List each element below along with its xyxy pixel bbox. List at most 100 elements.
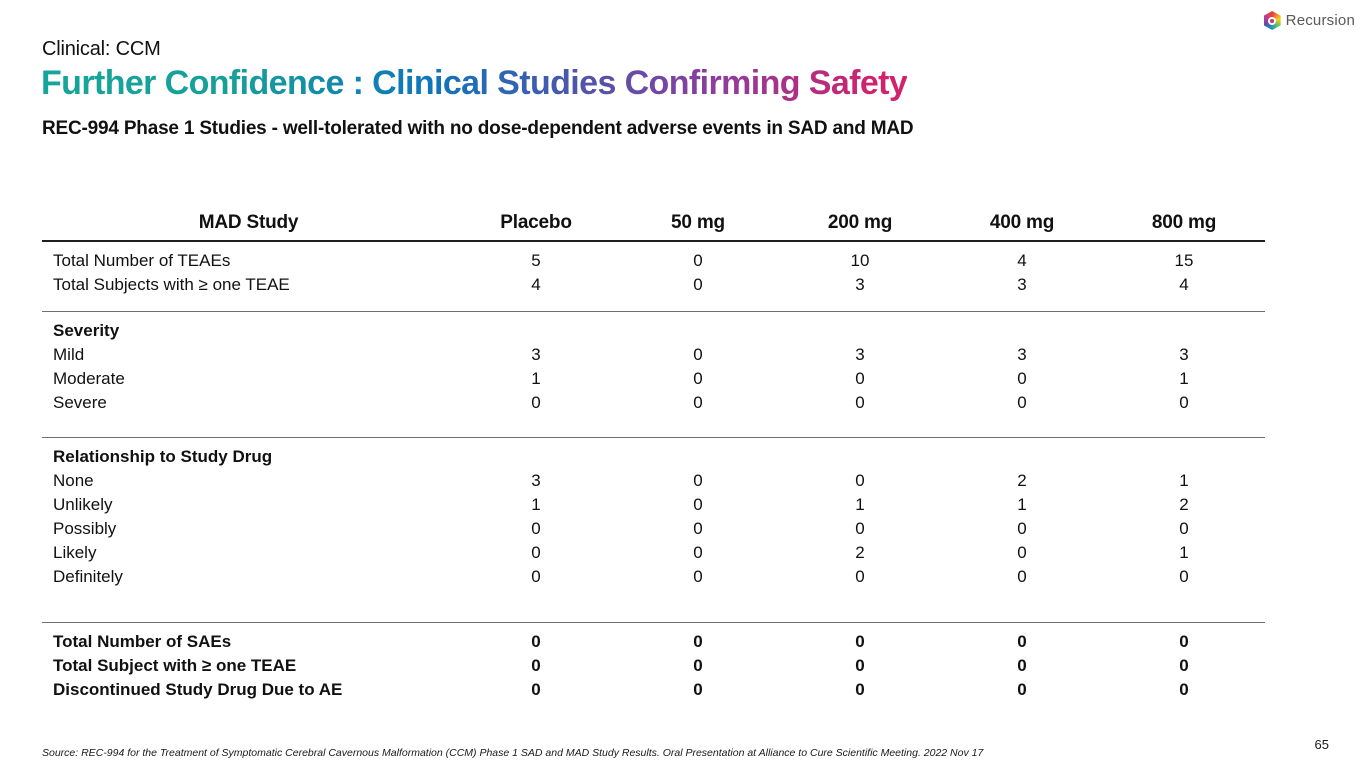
value-cell: 0: [531, 567, 541, 586]
value-cell: 0: [1017, 680, 1027, 699]
value-cell: 0: [1017, 369, 1027, 388]
table-row: Unlikely 1 0 1 1 2: [42, 493, 1265, 517]
value-cell: 0: [531, 680, 541, 699]
table-header-row: MAD Study Placebo 50 mg 200 mg 400 mg 800 mg: [42, 206, 1265, 242]
value-cell: 3: [1179, 345, 1189, 364]
value-cell: 15: [1174, 251, 1194, 270]
table-row: None 3 0 0 2 1: [42, 469, 1265, 493]
value-cell: 0: [693, 656, 703, 675]
value-cell: [779, 438, 941, 470]
value-cell: 1: [531, 369, 541, 388]
value-cell: 10: [850, 251, 870, 270]
table-section: Severity Mild 3 0 3 3 3 Moderate 1 0 0 0 1 Severe 0 0 0 0…: [42, 311, 1265, 438]
row-label: Total Number of TEAEs: [53, 251, 231, 270]
slide-title: Further Confidence : Clinical Studies Co…: [41, 64, 908, 102]
slide-eyebrow: Clinical: CCM: [42, 38, 161, 60]
value-cell: 0: [693, 519, 703, 538]
value-cell: [941, 438, 1103, 470]
value-cell: 0: [531, 632, 541, 651]
recursion-logo-text: Recursion: [1285, 12, 1355, 29]
table-row: Mild 3 0 3 3 3: [42, 343, 1265, 367]
value-cell: 0: [531, 519, 541, 538]
value-cell: 3: [1017, 275, 1027, 294]
value-cell: 3: [531, 471, 541, 490]
row-label: Likely: [53, 543, 97, 562]
value-cell: 4: [1179, 275, 1189, 294]
value-cell: [941, 312, 1103, 344]
value-cell: 0: [693, 632, 703, 651]
column-header: 400 mg: [941, 206, 1103, 242]
value-cell: 3: [1017, 345, 1027, 364]
value-cell: 0: [1017, 567, 1027, 586]
value-cell: 0: [855, 656, 865, 675]
value-cell: 0: [531, 656, 541, 675]
table-row: Moderate 1 0 0 0 1: [42, 367, 1265, 391]
value-cell: 0: [1179, 656, 1189, 675]
value-cell: 0: [531, 393, 541, 412]
row-label: Total Number of SAEs: [53, 632, 232, 651]
column-header: MAD Study: [42, 206, 455, 242]
value-cell: 0: [693, 345, 703, 364]
value-cell: 0: [855, 519, 865, 538]
value-cell: [617, 438, 779, 470]
value-cell: 1: [855, 495, 865, 514]
value-cell: 0: [693, 567, 703, 586]
value-cell: 0: [693, 471, 703, 490]
value-cell: [1103, 438, 1265, 470]
value-cell: 3: [855, 345, 865, 364]
recursion-logo: Recursion: [1263, 11, 1355, 30]
table-row: Relationship to Study Drug: [42, 438, 1265, 470]
recursion-hexagon-icon: [1263, 11, 1281, 30]
value-cell: 0: [1017, 656, 1027, 675]
value-cell: 0: [693, 251, 703, 270]
teae-table: MAD Study Placebo 50 mg 200 mg 400 mg 800 mg …: [42, 206, 1265, 708]
value-cell: 1: [1179, 369, 1189, 388]
table-header: MAD Study Placebo 50 mg 200 mg 400 mg 800 mg: [42, 206, 1265, 242]
column-header: 50 mg: [617, 206, 779, 242]
value-cell: 0: [855, 393, 865, 412]
slide-subtitle: REC-994 Phase 1 Studies - well-tolerated…: [42, 118, 914, 139]
column-header: 800 mg: [1103, 206, 1265, 242]
row-label: Discontinued Study Drug Due to AE: [53, 680, 343, 699]
row-label: Relationship to Study Drug: [53, 447, 273, 466]
row-label: Mild: [53, 345, 85, 364]
value-cell: 0: [1179, 632, 1189, 651]
row-label: Possibly: [53, 519, 117, 538]
table-section: Total Number of TEAEs 5 0 10 4 15 Total Subjec…: [42, 241, 1265, 312]
value-cell: [1103, 312, 1265, 344]
value-cell: 3: [531, 345, 541, 364]
value-cell: 0: [1017, 393, 1027, 412]
value-cell: 2: [1017, 471, 1027, 490]
value-cell: 0: [1179, 567, 1189, 586]
value-cell: 4: [531, 275, 541, 294]
row-label: Total Subject with ≥ one TEAE: [53, 656, 297, 675]
recursion-hexagon-dot: [1270, 18, 1275, 23]
row-label: Severity: [53, 321, 120, 340]
table-row: Total Number of TEAEs 5 0 10 4 15: [42, 241, 1265, 273]
value-cell: 1: [1179, 543, 1189, 562]
source-note: Source: REC-994 for the Treatment of Sym…: [42, 747, 984, 759]
value-cell: 0: [855, 471, 865, 490]
row-label: None: [53, 471, 94, 490]
value-cell: 5: [531, 251, 541, 270]
value-cell: 4: [1017, 251, 1027, 270]
column-header: 200 mg: [779, 206, 941, 242]
value-cell: 1: [1017, 495, 1027, 514]
value-cell: 3: [855, 275, 865, 294]
table-row: Total Subjects with ≥ one TEAE 4 0 3 3 4: [42, 273, 1265, 312]
page-number: 65: [1314, 737, 1329, 752]
value-cell: 0: [855, 369, 865, 388]
column-header: Placebo: [455, 206, 617, 242]
value-cell: 0: [693, 680, 703, 699]
table-row: Discontinued Study Drug Due to AE 0 0 0 0 0: [42, 678, 1265, 708]
value-cell: 2: [855, 543, 865, 562]
table-section: Relationship to Study Drug None 3 0 0 2 1 Unlik…: [42, 437, 1265, 623]
value-cell: 0: [1017, 519, 1027, 538]
table-row: Severity: [42, 312, 1265, 344]
value-cell: 0: [855, 567, 865, 586]
value-cell: 0: [1179, 680, 1189, 699]
table-row: Total Subject with ≥ one TEAE 0 0 0 0 0: [42, 654, 1265, 678]
value-cell: 0: [693, 543, 703, 562]
table-row: Possibly 0 0 0 0 0: [42, 517, 1265, 541]
